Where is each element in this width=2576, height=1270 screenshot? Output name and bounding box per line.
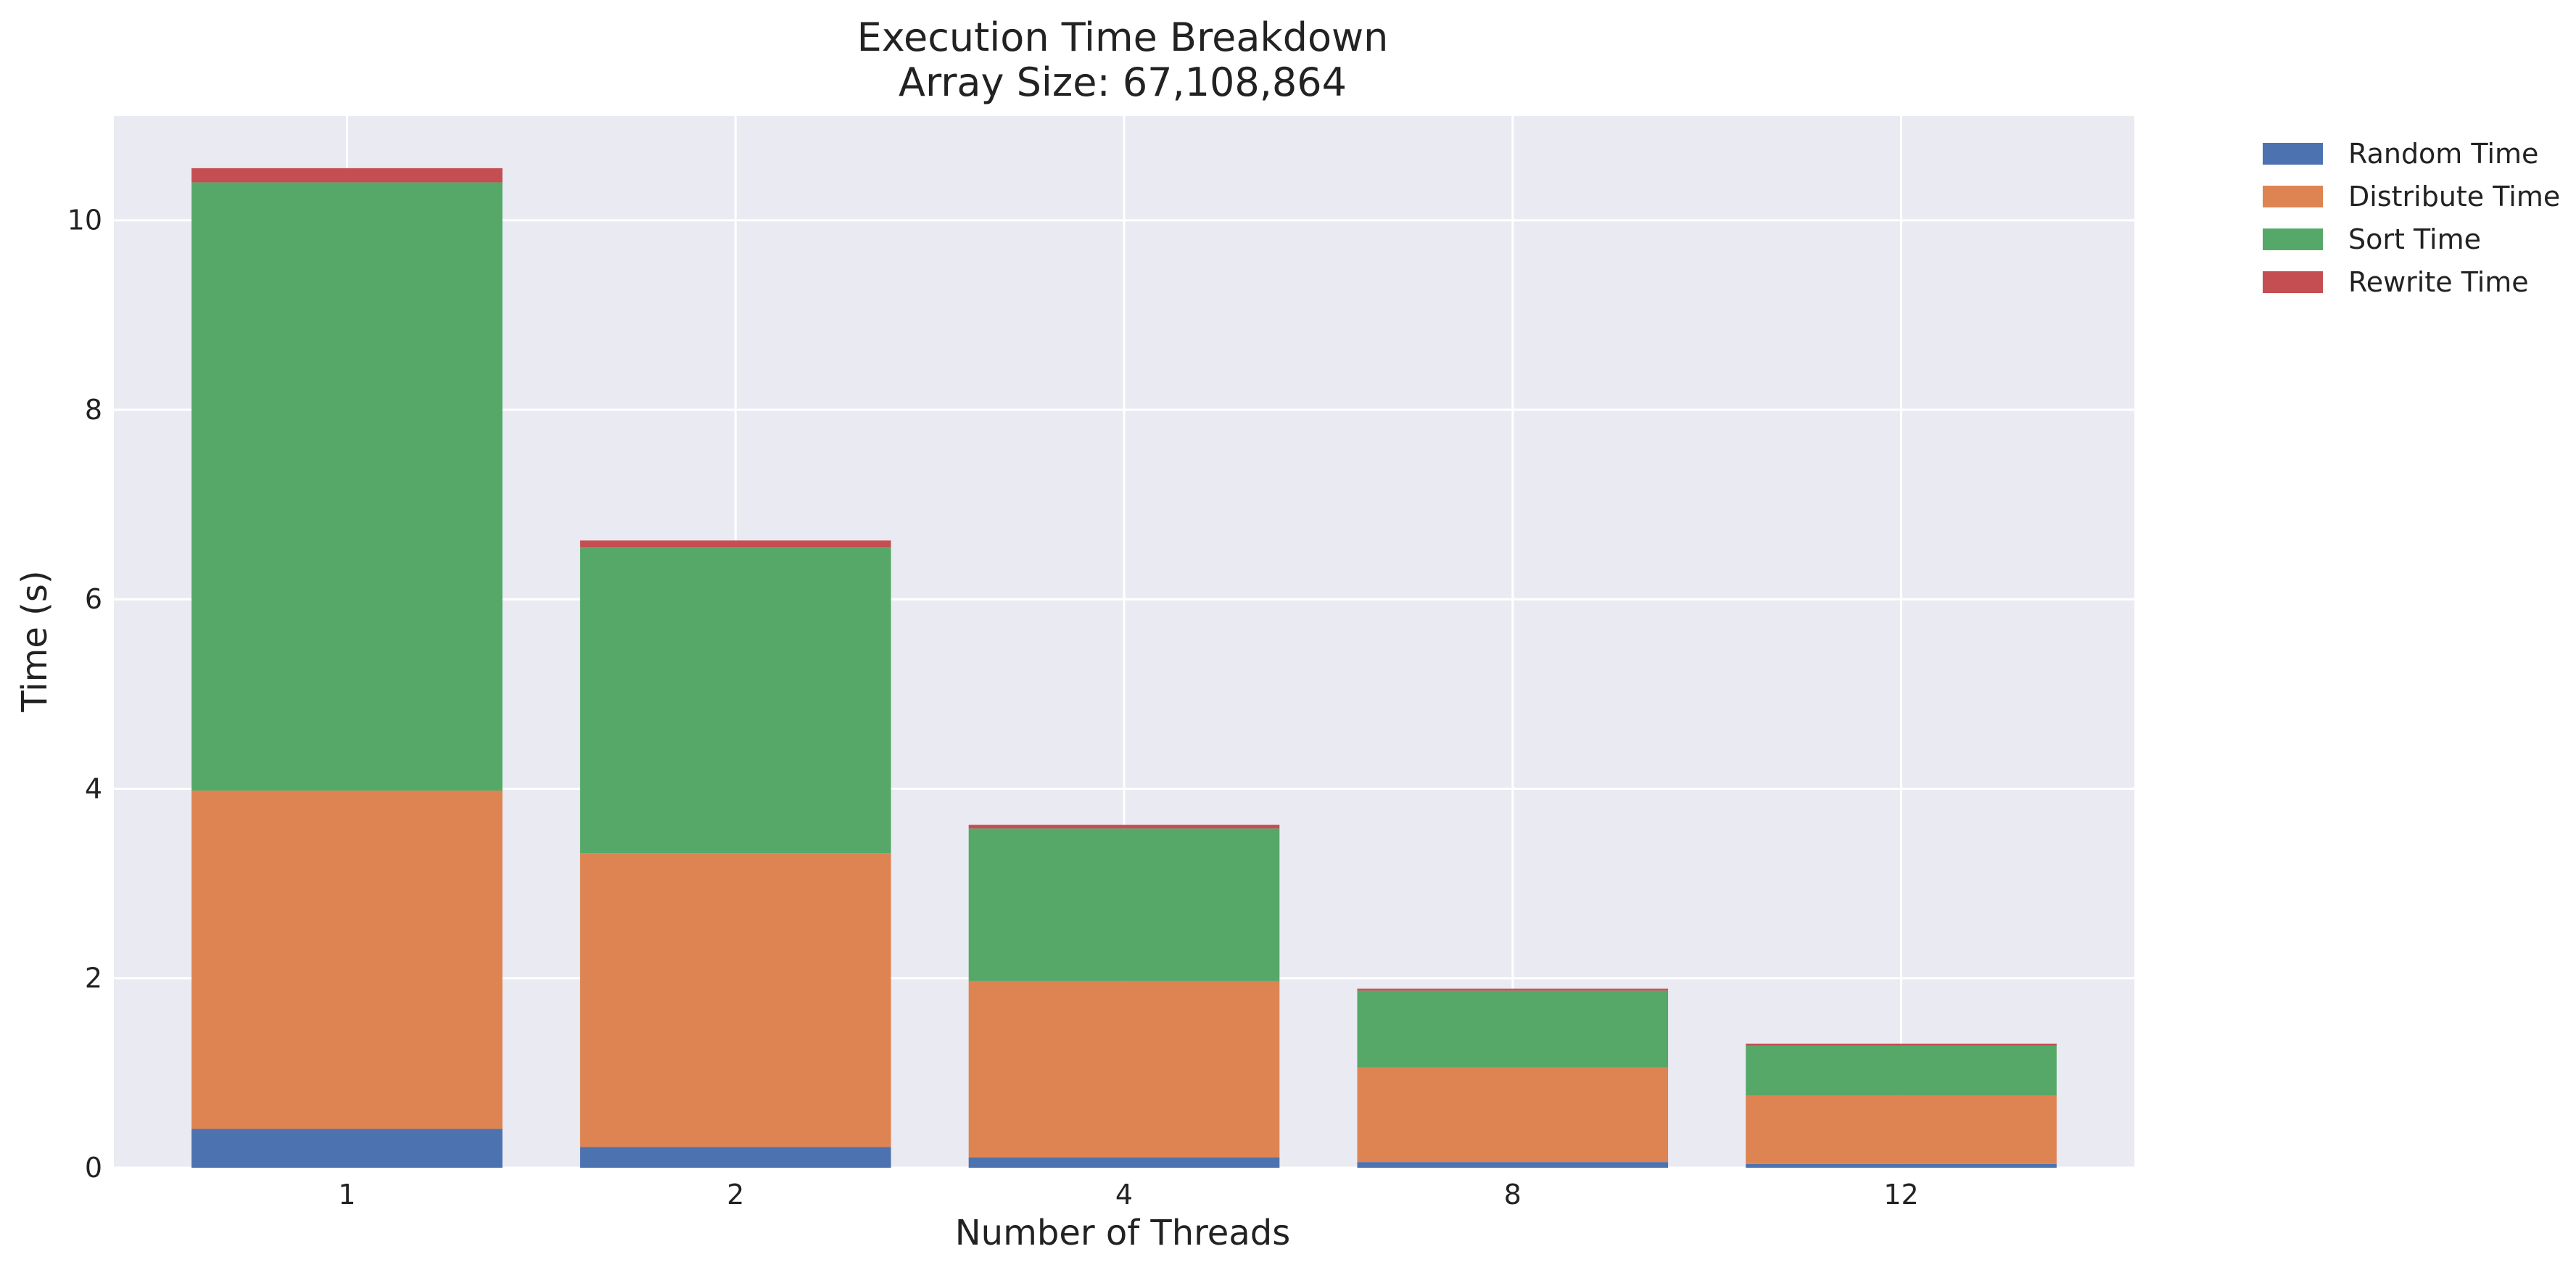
x-tick-label: 12 bbox=[1883, 1179, 1918, 1211]
bar-random-time bbox=[968, 1157, 1280, 1168]
y-tick-label: 6 bbox=[85, 583, 102, 615]
legend-swatch bbox=[2263, 228, 2323, 250]
bar-random-time bbox=[191, 1129, 503, 1168]
bar-sort-time bbox=[191, 182, 503, 791]
bar-sort-time bbox=[1746, 1045, 2057, 1096]
bar-distribute-time bbox=[968, 981, 1280, 1158]
bar-rewrite-time bbox=[191, 168, 503, 183]
y-tick-label: 8 bbox=[85, 394, 102, 426]
bar-sort-time bbox=[968, 828, 1280, 981]
bar-sort-time bbox=[1357, 990, 1669, 1068]
legend-swatch bbox=[2263, 143, 2323, 165]
chart-subtitle: Array Size: 67,108,864 bbox=[899, 59, 1347, 105]
legend-label: Distribute Time bbox=[2348, 181, 2560, 213]
y-tick-label: 10 bbox=[67, 205, 102, 236]
legend-label: Random Time bbox=[2348, 138, 2538, 170]
legend-swatch bbox=[2263, 186, 2323, 207]
bars bbox=[191, 168, 2057, 1168]
bar-distribute-time bbox=[579, 853, 891, 1147]
legend: Random Time Distribute Time Sort Time Rewri… bbox=[2263, 138, 2560, 298]
bar-random-time bbox=[579, 1147, 891, 1168]
legend-swatch bbox=[2263, 271, 2323, 293]
bar-distribute-time bbox=[1357, 1067, 1669, 1163]
x-tick-label: 8 bbox=[1504, 1179, 1522, 1211]
x-tick-label: 1 bbox=[338, 1179, 355, 1211]
bar-distribute-time bbox=[191, 791, 503, 1129]
chart-title: Execution Time Breakdown bbox=[857, 15, 1389, 60]
bar-random-time bbox=[1357, 1162, 1669, 1168]
x-tick-label: 2 bbox=[727, 1179, 744, 1211]
bar-rewrite-time bbox=[579, 540, 891, 548]
bar-rewrite-time bbox=[1357, 989, 1669, 991]
legend-label: Sort Time bbox=[2348, 223, 2481, 255]
y-tick-label: 2 bbox=[85, 962, 102, 994]
bar-distribute-time bbox=[1746, 1095, 2057, 1164]
bar-rewrite-time bbox=[1746, 1043, 2057, 1046]
x-axis-label: Number of Threads bbox=[955, 1213, 1290, 1253]
y-axis-label: Time (s) bbox=[15, 570, 55, 712]
y-tick-label: 4 bbox=[85, 772, 102, 804]
legend-label: Rewrite Time bbox=[2348, 266, 2529, 298]
y-tick-label: 0 bbox=[85, 1152, 102, 1184]
x-tick-label: 4 bbox=[1115, 1179, 1133, 1211]
bar-rewrite-time bbox=[968, 825, 1280, 829]
bar-sort-time bbox=[579, 547, 891, 854]
bar-random-time bbox=[1746, 1163, 2057, 1168]
